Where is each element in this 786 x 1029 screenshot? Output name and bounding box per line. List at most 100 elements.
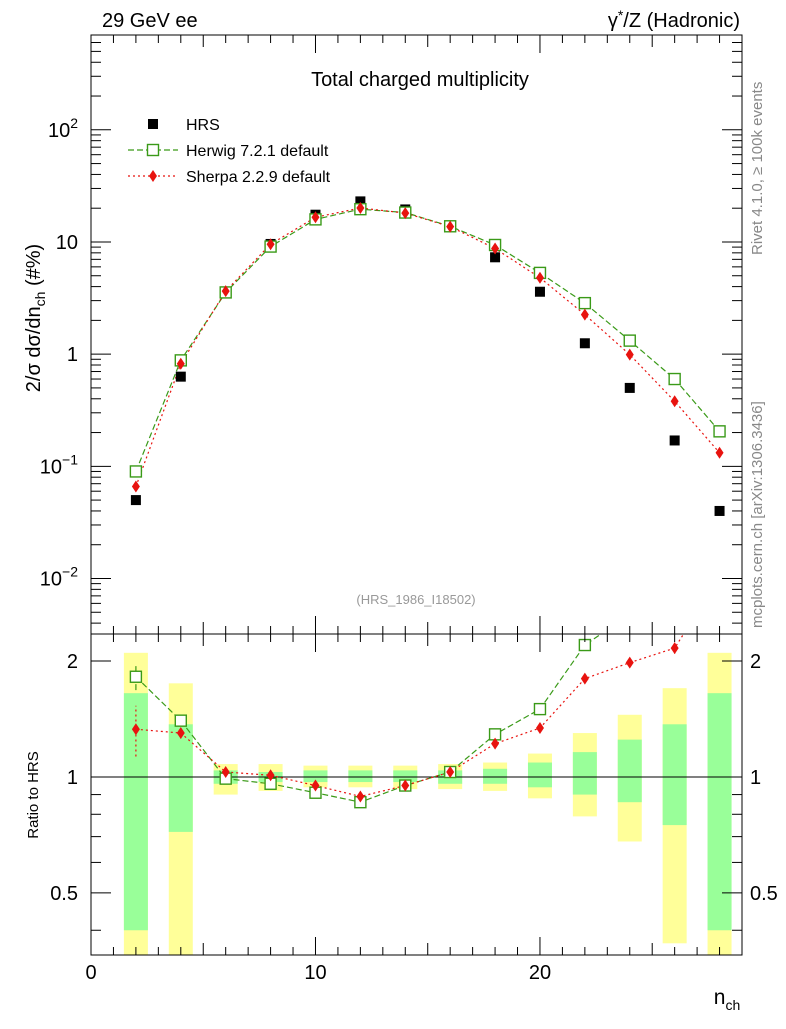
main-y-label: 2/σ dσ/dnch (#%) [23, 244, 48, 392]
legend-marker-2 [149, 170, 157, 182]
main-panel: 10−2 10−1 1 10 102 Total charged multiplicit… [23, 34, 743, 635]
main-point-s0-9 [534, 286, 545, 297]
legend-label-2: Sherpa 2.2.9 default [186, 169, 331, 186]
x-tick-label-1: 10 [304, 962, 326, 984]
main-y-tick-label-2: 1 [67, 344, 78, 366]
main-point-s2-0 [131, 480, 140, 493]
header-rest: /Z (Hadronic) [623, 10, 740, 32]
header-right: γ*/Z (Hadronic) [608, 7, 740, 32]
x-label-sub: ch [725, 997, 740, 1013]
ratio-band-green-0 [123, 693, 148, 931]
watermark: (HRS_1986_I18502) [356, 592, 475, 607]
main-y-tick-label-3: 10 [56, 232, 78, 254]
main-plot-area [129, 196, 726, 516]
main-point-s2-1 [176, 357, 185, 370]
main-point-s2-13 [715, 446, 724, 459]
ratio-ticks [90, 634, 743, 955]
main-y-label-tail: (#%) [23, 244, 45, 292]
x-axis-label: nch [714, 986, 740, 1013]
ratio-point-s1-0 [131, 723, 140, 736]
main-y-tick-labels: 10−2 10−1 1 10 102 [40, 115, 78, 591]
main-y-label-text: 2/σ dσ/dn [23, 306, 45, 392]
main-point-s2-8 [491, 242, 500, 255]
main-y-tick-label-4: 102 [48, 115, 78, 142]
main-point-s2-4 [311, 211, 320, 224]
ratio-band-green-10 [572, 752, 597, 795]
ratio-band-green-8 [483, 768, 508, 784]
series-line-1 [135, 208, 721, 472]
main-point-s2-5 [356, 201, 365, 214]
ratio-band-green-13 [707, 693, 732, 931]
ratio-band-green-6 [393, 770, 418, 783]
header-left: 29 GeV ee [102, 10, 198, 32]
main-point-s0-8 [490, 252, 501, 263]
ratio-point-s1-11 [625, 656, 634, 669]
ratio-point-s0-1 [174, 714, 187, 727]
ratio-point-s1-8 [491, 737, 500, 750]
ratio-band-green-1 [168, 724, 193, 832]
ratio-y-tick-labels: 0.5 0.5 1 1 2 2 [50, 651, 778, 905]
x-label-n: n [714, 986, 726, 1009]
main-y-tick-label-0: 10−2 [40, 563, 78, 590]
main-title: Total charged multiplicity [311, 69, 529, 91]
main-point-s1-13 [713, 425, 726, 438]
ratio-point-s0-0 [129, 670, 143, 683]
ratio-band-green-5 [348, 770, 373, 783]
main-point-s2-10 [580, 308, 589, 321]
ratio-x-tick-labels: 0 10 20 [85, 962, 551, 984]
x-tick-label-0: 0 [85, 962, 96, 984]
mcplots-label: mcplots.cern.ch [arXiv:1306.3436] [749, 401, 766, 628]
ratio-point-s1-5 [356, 790, 365, 803]
main-point-s1-11 [623, 334, 636, 347]
ratio-point-s1-9 [535, 721, 544, 734]
ratio-point-s1-1 [176, 727, 185, 740]
main-point-s2-6 [401, 207, 410, 220]
ratio-point-s1-12 [670, 642, 679, 655]
ratio-y-tick-label-left-1: 1 [67, 767, 78, 789]
main-point-s1-10 [578, 296, 592, 310]
ratio-point-s1-7 [446, 766, 455, 779]
ratio-y-label: Ratio to HRS [25, 751, 42, 839]
main-point-s2-2 [221, 285, 230, 298]
main-point-s0-10 [579, 338, 590, 349]
main-point-s0-13 [714, 505, 725, 516]
legend: HRS Herwig 7.2.1 default Sherpa 2.2.9 defa… [128, 117, 331, 186]
main-point-s2-7 [446, 220, 455, 233]
ratio-panel: 0.5 0.5 1 1 2 2 0 10 20 Ratio to HRS nch [25, 562, 778, 1013]
ratio-point-s0-12 [669, 562, 680, 573]
ratio-band-green-11 [617, 739, 642, 803]
ratio-band-green-4 [303, 770, 328, 783]
series-line-2 [135, 207, 721, 487]
main-y-label-sub: ch [32, 292, 48, 307]
rivet-label: Rivet 4.1.0, ≥ 100k events [749, 82, 766, 255]
ratio-y-tick-label-right-2: 2 [750, 651, 761, 673]
ratio-point-s1-2 [221, 766, 230, 779]
ratio-plot-area [129, 562, 724, 809]
main-point-s2-3 [266, 238, 275, 251]
main-point-s2-9 [535, 271, 544, 284]
ratio-y-tick-label-left-0: 0.5 [50, 883, 78, 905]
ratio-point-s1-4 [311, 779, 320, 792]
main-point-s2-11 [625, 348, 634, 361]
ratio-point-s1-3 [266, 769, 275, 782]
header-star: * [618, 7, 624, 23]
ratio-bands [123, 652, 732, 955]
ratio-band-green-9 [527, 762, 552, 788]
legend-label-0: HRS [186, 117, 220, 134]
legend-marker-0 [148, 119, 158, 129]
legend-marker-1 [146, 143, 160, 157]
main-point-s2-12 [670, 395, 679, 408]
ratio-point-s1-13 [716, 571, 724, 583]
main-point-s0-5 [355, 196, 366, 207]
main-point-s1-12 [668, 372, 681, 386]
ratio-y-tick-label-left-2: 2 [67, 651, 78, 673]
ratio-line-1 [135, 634, 685, 798]
ratio-y-tick-label-right-0: 0.5 [750, 883, 778, 905]
x-tick-label-2: 20 [529, 962, 551, 984]
ratio-point-s1-6 [401, 779, 410, 792]
main-y-tick-label-1: 10−1 [40, 451, 78, 478]
ratio-band-green-12 [662, 724, 687, 826]
main-point-s1-0 [129, 465, 143, 478]
main-point-s0-12 [669, 435, 680, 446]
